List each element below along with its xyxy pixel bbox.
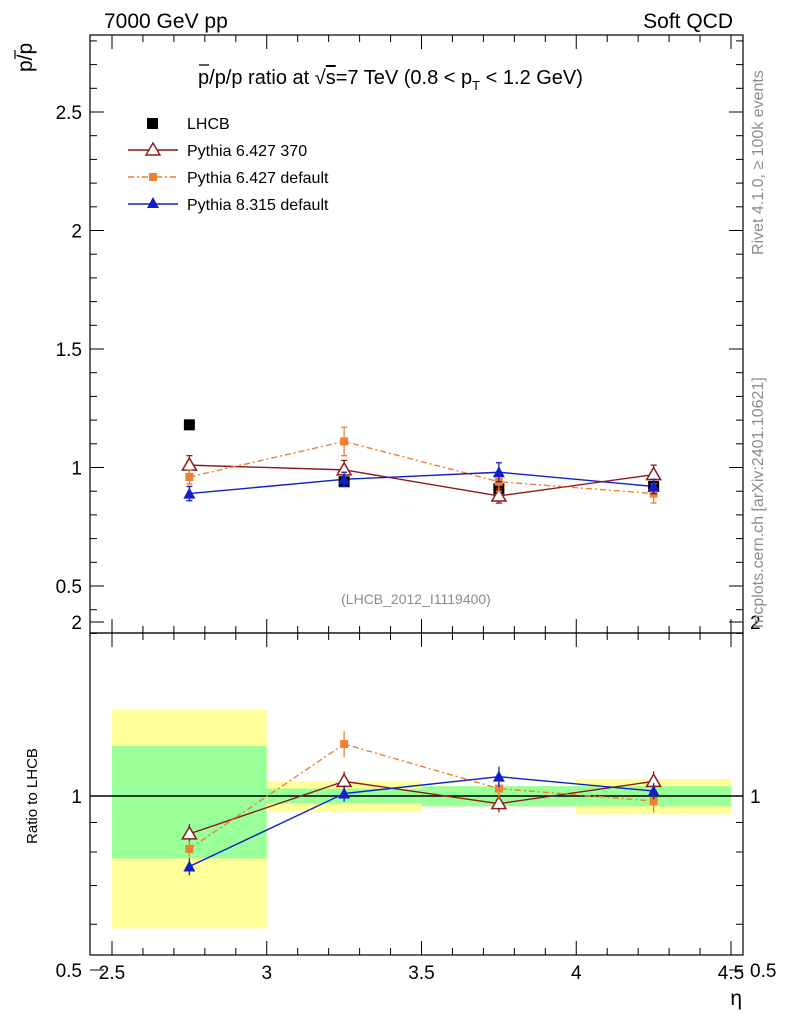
y-tick-label-ratio-right: 1 — [750, 787, 761, 808]
y-axis-label-main-text: p/p — [14, 43, 37, 72]
marker-ratio-2-2 — [492, 770, 505, 782]
series-line-ratio-2 — [189, 775, 654, 868]
legend-marker-lhcb — [147, 118, 158, 129]
y-tick-label-ratio-left: 2 — [71, 613, 82, 634]
marker-main-0-2 — [490, 487, 508, 502]
legend-marker-py6-370 — [144, 141, 162, 156]
x-axis-label: η — [730, 987, 742, 1010]
marker-main-0-3 — [645, 466, 662, 481]
title-slash: / — [209, 67, 215, 89]
series-markers — [181, 419, 662, 876]
marker-main-2-2 — [492, 466, 505, 478]
y-tick-label-ratio-left: 1 — [71, 787, 82, 808]
series-line-main-0 — [189, 464, 654, 497]
analysis-tag: (LHCB_2012_I1119400) — [341, 591, 491, 607]
legend-marker-py8 — [147, 197, 159, 208]
chart-title-text: p/p/p ratio at √s=7 TeV (0.8 < pT < 1.2 … — [198, 67, 583, 93]
y-tick-label-ratio-right: 0.5 — [750, 961, 776, 982]
x-tick-label: 3.5 — [408, 963, 434, 984]
y-tick-label-main: 2.5 — [56, 103, 82, 124]
ratio-panel-frame — [89, 632, 744, 956]
y-axis-label-ratio: Ratio to LHCB — [24, 748, 41, 844]
lhcb-uncertainty-bands — [112, 709, 731, 929]
x-tick-label: 2.5 — [99, 963, 125, 984]
y-tick-label-main: 1.5 — [56, 340, 82, 361]
title-p: p — [198, 67, 209, 89]
marker-main-2-3 — [647, 480, 660, 492]
y-axis-label-main: p/p — [14, 43, 37, 72]
marker-main-1-1 — [340, 437, 349, 446]
title-energy: =7 TeV (0.8 < p — [336, 67, 472, 89]
y-tick-label-ratio-left: 0.5 — [56, 961, 82, 982]
title-sub: T — [472, 78, 480, 93]
lhcb-point-0 — [183, 419, 195, 431]
marker-ratio-1-1 — [340, 740, 349, 749]
legend-label-lhcb: LHCB — [187, 116, 230, 133]
marker-main-2-1 — [338, 473, 351, 485]
title-tail: < 1.2 GeV) — [480, 67, 583, 89]
series-line-main-1 — [189, 440, 654, 495]
y-tick-label-ratio-right: 2 — [750, 613, 761, 634]
marker-ratio-2-0 — [183, 860, 196, 872]
y-tick-label-main: 1 — [71, 459, 82, 480]
site-info: mcplots.cern.ch [arXiv:2401.10621] — [750, 377, 767, 628]
marker-ratio-2-1 — [338, 787, 351, 799]
marker-main-2-0 — [183, 487, 196, 499]
marker-ratio-0-2 — [490, 795, 508, 810]
marker-ratio-1-3 — [649, 797, 658, 806]
legend-marker-py6-default — [149, 173, 157, 181]
marker-main-1-0 — [185, 472, 194, 481]
series-line-ratio-1 — [188, 743, 654, 850]
axis-ticks: 2.5 3 3.5 4 4.5 0.5 1 1.5 2 2.5 0.5 0.5 1 1 2 2 — [56, 35, 776, 984]
marker-ratio-0-0 — [181, 825, 198, 840]
title-lead: p/p ratio at — [215, 67, 315, 89]
title-s: s — [326, 67, 336, 89]
x-tick-label: 3 — [261, 963, 272, 984]
series-lines — [188, 440, 654, 868]
chart-title: p/p/p ratio at √s=7 TeV (0.8 < pT < 1.2 … — [198, 64, 583, 93]
marker-main-0-0 — [181, 456, 198, 471]
title-sqrt: √ — [315, 67, 326, 89]
y-tick-label-main: 2 — [71, 222, 82, 243]
legend-label-py8: Pythia 8.315 default — [187, 197, 329, 214]
marker-ratio-0-1 — [335, 772, 353, 788]
header-left: 7000 GeV pp — [104, 10, 228, 33]
rivet-info: Rivet 4.1.0, ≥ 100k events — [750, 70, 767, 255]
marker-ratio-1-0 — [185, 844, 194, 853]
legend-label-py6-default: Pythia 6.427 default — [187, 170, 329, 187]
y-tick-label-main: 0.5 — [56, 577, 82, 598]
x-tick-label: 4 — [571, 963, 582, 984]
legend-label-py6-370: Pythia 6.427 370 — [187, 143, 307, 160]
x-tick-label: 4.5 — [718, 963, 744, 984]
marker-ratio-1-2 — [494, 784, 503, 793]
legend: LHCB Pythia 6.427 370 Pythia 6.427 defau… — [128, 116, 329, 214]
marker-ratio-2-3 — [647, 785, 660, 797]
series-line-main-2 — [189, 471, 654, 495]
header-right: Soft QCD — [643, 10, 733, 33]
series-line-ratio-0 — [189, 780, 654, 835]
